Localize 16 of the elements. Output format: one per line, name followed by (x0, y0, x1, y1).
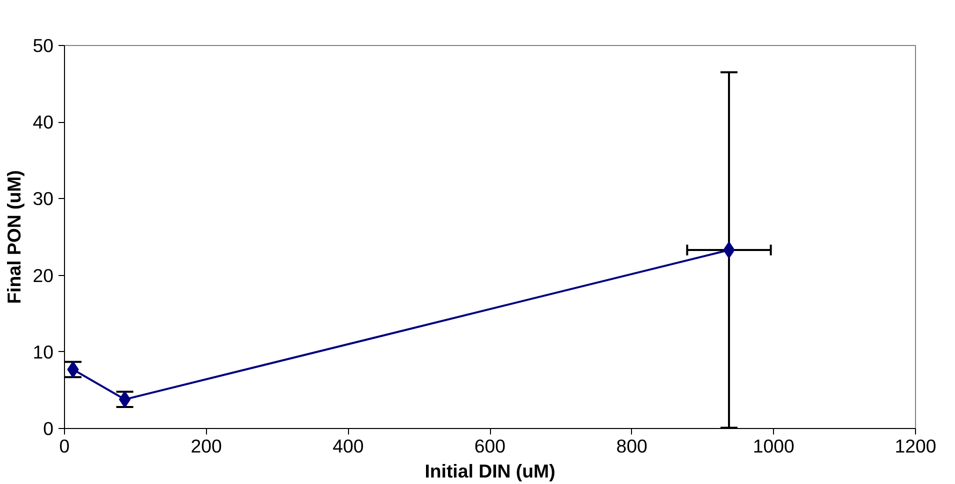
y-tick-label: 20 (32, 264, 54, 286)
x-tick-label: 200 (190, 436, 222, 456)
x-tick-label: 1000 (752, 436, 794, 456)
x-tick-label: 600 (474, 436, 506, 456)
x-axis-title: Initial DIN (uM) (424, 460, 556, 482)
y-tick-label: 0 (43, 418, 54, 439)
x-tick-label: 1200 (894, 436, 936, 456)
y-tick-label: 30 (32, 188, 54, 210)
y-tick-label: 10 (32, 341, 54, 362)
y-tick-label: 50 (32, 35, 54, 56)
point (118, 390, 131, 408)
x-tick-label: 400 (332, 436, 364, 456)
y-axis-title: Final PON (uM) (4, 170, 25, 304)
y-tick-label: 40 (32, 112, 54, 133)
x-tick-label: 0 (59, 436, 70, 456)
x-tick-label: 800 (616, 436, 648, 456)
